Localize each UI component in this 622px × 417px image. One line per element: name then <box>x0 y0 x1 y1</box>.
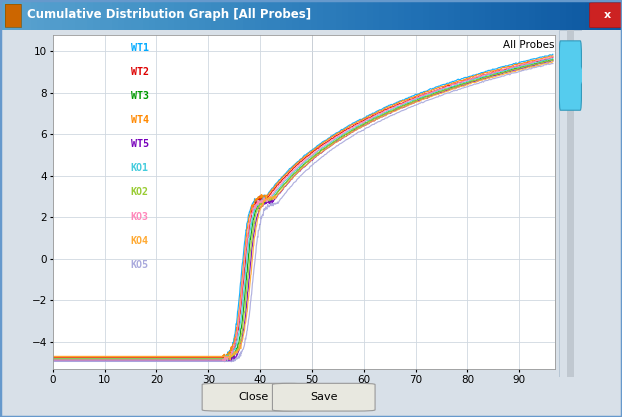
Text: KO2: KO2 <box>131 188 149 197</box>
Text: WT2: WT2 <box>131 67 149 77</box>
FancyBboxPatch shape <box>202 383 305 411</box>
Bar <box>5 4 21 27</box>
Text: WT1: WT1 <box>131 43 149 53</box>
Bar <box>5 4 21 27</box>
Text: Save: Save <box>310 392 338 402</box>
Text: All Probes: All Probes <box>503 40 554 50</box>
Text: x: x <box>603 10 611 20</box>
Polygon shape <box>580 67 583 84</box>
Text: WT5: WT5 <box>131 139 149 149</box>
Bar <box>567 30 574 377</box>
Text: KO1: KO1 <box>131 163 149 173</box>
Text: WT3: WT3 <box>131 91 149 101</box>
Text: KO3: KO3 <box>131 211 149 221</box>
Text: KO4: KO4 <box>131 236 149 246</box>
Text: KO5: KO5 <box>131 260 149 270</box>
Text: WT4: WT4 <box>131 115 149 125</box>
Text: Cumulative Distribution Graph [All Probes]: Cumulative Distribution Graph [All Probe… <box>27 8 311 21</box>
Text: Close: Close <box>238 392 269 402</box>
FancyBboxPatch shape <box>272 383 375 411</box>
FancyBboxPatch shape <box>559 41 582 110</box>
FancyBboxPatch shape <box>590 3 622 28</box>
